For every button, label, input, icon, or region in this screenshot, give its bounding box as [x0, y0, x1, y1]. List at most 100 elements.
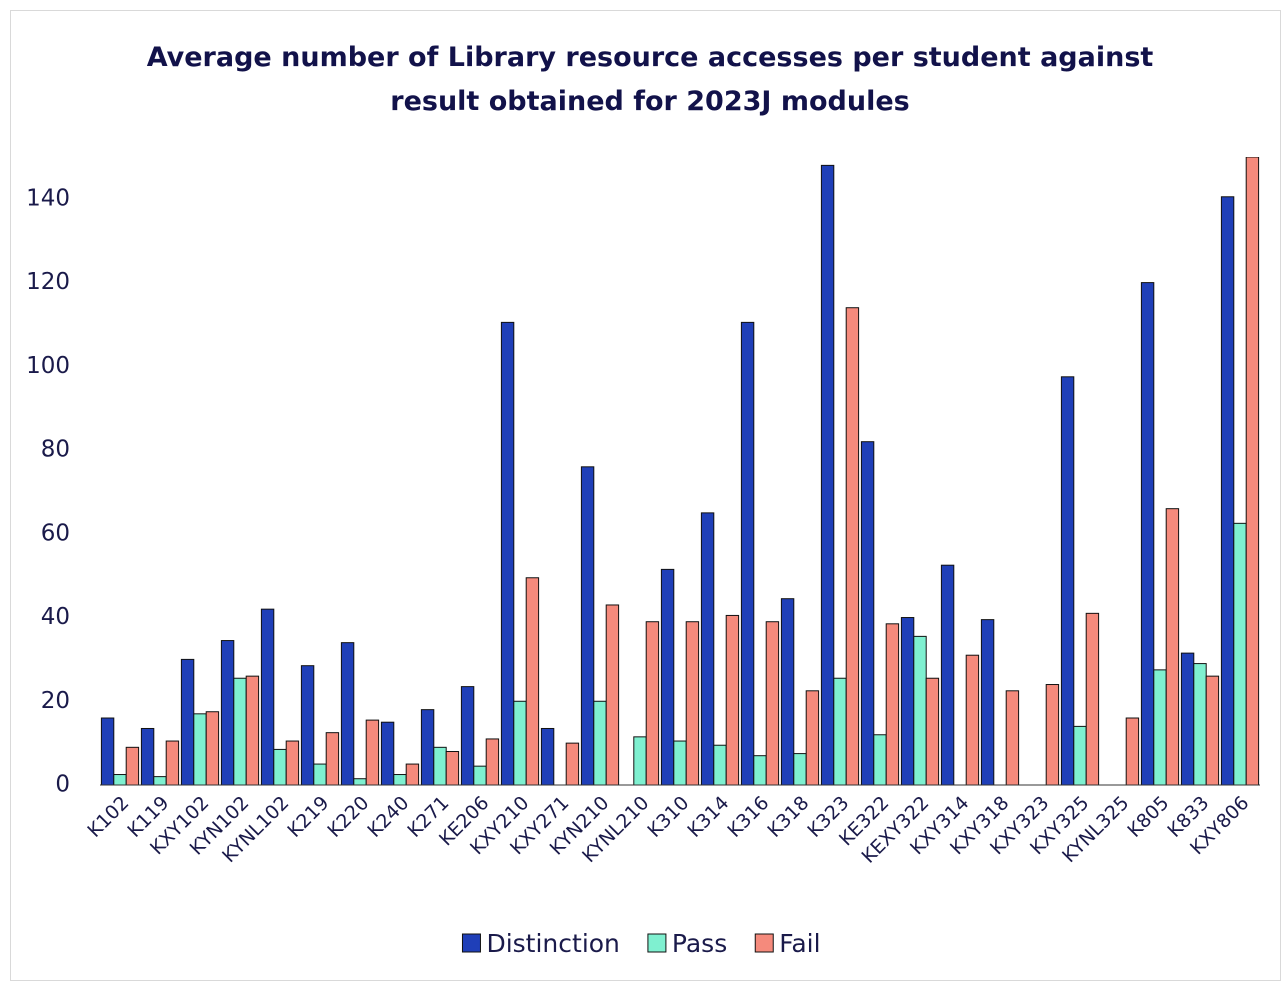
- bar: [940, 564, 955, 786]
- y-tick-label: 140: [26, 185, 70, 211]
- bar: [700, 512, 715, 786]
- bar: [485, 738, 500, 786]
- bar: [593, 700, 607, 786]
- bar: [1205, 675, 1220, 786]
- bar: [433, 746, 447, 786]
- bar: [885, 623, 900, 786]
- bar: [405, 763, 420, 786]
- x-tick-label: K220: [323, 792, 373, 842]
- bar: [325, 732, 340, 786]
- bar: [793, 753, 807, 786]
- bar: [1085, 612, 1100, 786]
- bar: [125, 746, 140, 786]
- bar: [565, 742, 580, 786]
- bar: [965, 654, 980, 786]
- chart-title: Average number of Library resource acces…: [146, 42, 1154, 117]
- legend-swatch: [647, 933, 667, 953]
- bar: [805, 690, 820, 786]
- chart-frame: [10, 10, 1281, 981]
- bar: [725, 614, 740, 786]
- bar: [233, 677, 247, 786]
- y-tick-label: 40: [41, 604, 70, 630]
- x-tick-label: K316: [723, 792, 773, 842]
- bar: [420, 709, 435, 786]
- legend-swatch: [461, 933, 481, 953]
- bar: [673, 740, 687, 786]
- bar: [605, 604, 620, 786]
- legend-swatch: [754, 933, 774, 953]
- bar: [845, 307, 860, 786]
- bar: [780, 598, 795, 786]
- bar: [873, 734, 887, 786]
- x-tick-label: K240: [363, 792, 413, 842]
- bar: [313, 763, 327, 786]
- x-tick-label: K102: [83, 792, 133, 842]
- bar: [153, 776, 167, 786]
- bar: [180, 658, 195, 786]
- bar: [753, 755, 767, 786]
- bar: [1153, 669, 1167, 786]
- bar: [633, 736, 647, 786]
- bar: [245, 675, 260, 786]
- bar: [1220, 196, 1235, 786]
- bar: [353, 778, 367, 786]
- bar: [525, 577, 540, 786]
- bar: [1045, 684, 1060, 786]
- legend-label: Distinction: [486, 929, 619, 958]
- plot-area: [100, 157, 1260, 786]
- bar: [833, 677, 847, 786]
- bar: [685, 621, 700, 786]
- bar: [445, 751, 460, 786]
- bar: [1140, 282, 1155, 786]
- bar: [165, 740, 180, 786]
- bar: [580, 466, 595, 786]
- x-tick-label: K805: [1123, 792, 1173, 842]
- bar: [500, 321, 515, 786]
- bar: [513, 700, 527, 786]
- legend-label: Pass: [672, 929, 727, 958]
- x-tick-label: K318: [763, 792, 813, 842]
- bar: [1180, 652, 1195, 786]
- x-tick-label: K314: [683, 792, 733, 842]
- bar: [140, 727, 155, 786]
- bar: [913, 635, 927, 786]
- bar: [1060, 376, 1075, 786]
- bar: [473, 765, 487, 786]
- bar: [740, 321, 755, 786]
- bar: [860, 441, 875, 786]
- bar: [980, 619, 995, 786]
- bar: [380, 721, 395, 786]
- y-tick-label: 0: [55, 772, 70, 798]
- bar: [393, 774, 407, 786]
- x-tick-label: K310: [643, 792, 693, 842]
- bar: [1073, 725, 1087, 786]
- bar: [285, 740, 300, 786]
- legend-label: Fail: [779, 929, 820, 958]
- bar: [765, 621, 780, 786]
- bar: [260, 608, 275, 786]
- bar: [1245, 157, 1260, 786]
- bar: [820, 164, 835, 786]
- bar: [100, 717, 115, 786]
- bar: [645, 621, 660, 786]
- y-tick-label: 20: [41, 688, 70, 714]
- bar: [713, 744, 727, 786]
- bar: [1165, 508, 1180, 786]
- bar: [1193, 663, 1207, 786]
- bar: [660, 568, 675, 786]
- bar: [205, 711, 220, 786]
- bar: [220, 640, 235, 786]
- bar: [900, 617, 915, 786]
- bar: [540, 727, 555, 786]
- bar: [925, 677, 940, 786]
- x-tick-label: K219: [283, 792, 333, 842]
- bar: [460, 686, 475, 786]
- bar: [365, 719, 380, 786]
- y-tick-label: 100: [26, 353, 70, 379]
- bar: [1005, 690, 1020, 786]
- bar: [300, 665, 315, 786]
- bar: [273, 748, 287, 786]
- y-tick-label: 120: [26, 269, 70, 295]
- bar: [1125, 717, 1140, 786]
